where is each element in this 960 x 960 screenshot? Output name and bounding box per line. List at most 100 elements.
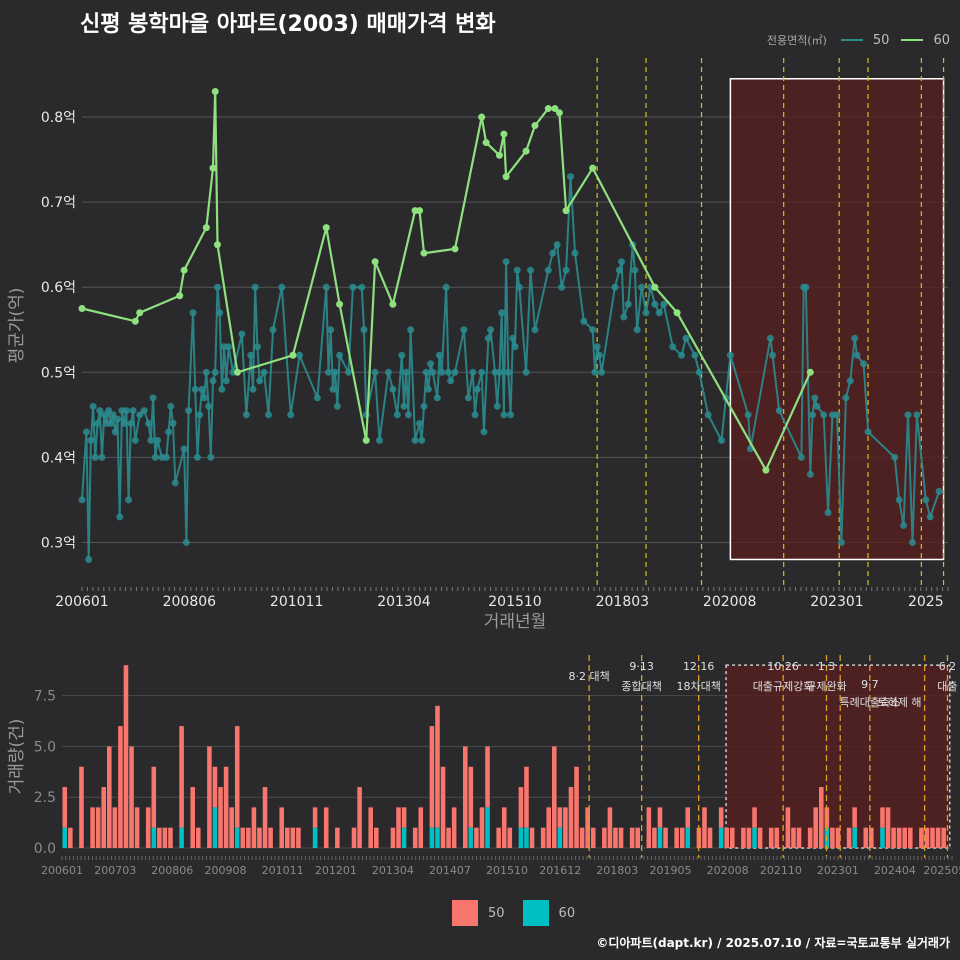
- point-50: [398, 351, 406, 359]
- point-60: [478, 113, 486, 121]
- point-50: [718, 436, 726, 444]
- point-50: [891, 453, 899, 461]
- annotation-text: 규제완화: [806, 680, 846, 693]
- point-50: [678, 351, 686, 359]
- bar-60: [468, 827, 474, 848]
- point-50: [122, 407, 130, 415]
- bar-50: [835, 827, 841, 848]
- point-50: [251, 283, 259, 291]
- bar-50: [791, 827, 796, 848]
- point-50: [511, 343, 519, 351]
- bar-50: [246, 827, 251, 848]
- bar-50: [746, 827, 752, 848]
- bar-60: [752, 827, 757, 848]
- point-50: [860, 360, 868, 368]
- point-50: [411, 436, 419, 444]
- legend-bottom: 50 60: [452, 900, 593, 926]
- bar-50: [524, 766, 529, 828]
- bar-50: [390, 827, 396, 848]
- bar-60: [718, 827, 724, 848]
- bar-y-axis-title: 거래량(건): [7, 719, 27, 795]
- point-50: [895, 496, 903, 504]
- point-50: [424, 385, 432, 393]
- bar-50: [440, 766, 446, 848]
- point-50: [487, 326, 495, 334]
- point-60: [544, 105, 552, 113]
- bar-60: [151, 827, 157, 848]
- point-50: [407, 326, 415, 334]
- bar-50: [196, 827, 201, 848]
- bar-50: [635, 827, 640, 848]
- bar-50: [852, 807, 857, 828]
- bar-50: [68, 827, 73, 848]
- point-50: [329, 385, 337, 393]
- bar-60: [435, 827, 440, 848]
- bar-50: [607, 807, 613, 848]
- bar-50: [846, 827, 852, 848]
- bar-50: [902, 827, 907, 848]
- bar-x-tick-label: 201407: [429, 864, 471, 877]
- point-50: [200, 394, 208, 402]
- bar-50: [145, 807, 151, 848]
- point-50: [427, 360, 435, 368]
- point-60: [136, 309, 144, 317]
- annotation-date: 9·7: [861, 678, 879, 691]
- bar-50: [207, 746, 212, 848]
- bar-highlight-region: [725, 664, 951, 849]
- bar-50: [507, 827, 513, 848]
- bar-50: [590, 827, 596, 848]
- point-50: [726, 351, 734, 359]
- legend-swatch-50: [840, 39, 863, 41]
- point-50: [207, 453, 215, 461]
- point-50: [105, 407, 113, 415]
- bar-60: [62, 827, 68, 848]
- point-50: [618, 258, 626, 266]
- point-50: [109, 411, 117, 419]
- bar-50: [757, 827, 763, 848]
- point-50: [247, 351, 255, 359]
- bar-60: [234, 827, 240, 848]
- point-60: [78, 304, 86, 312]
- point-50: [433, 394, 441, 402]
- point-50: [598, 368, 606, 376]
- point-50: [591, 368, 599, 376]
- bar-50: [941, 827, 946, 848]
- point-50: [691, 351, 699, 359]
- point-50: [209, 377, 217, 385]
- bar-50: [357, 787, 362, 848]
- point-50: [253, 343, 261, 351]
- bar-50: [463, 746, 468, 848]
- x-tick-label: 201510: [488, 594, 541, 610]
- bar-50: [574, 766, 579, 848]
- bar-50: [563, 807, 568, 848]
- annotation-text: 대출: [937, 680, 957, 693]
- point-50: [213, 283, 221, 291]
- point-50: [935, 487, 943, 495]
- bar-50: [62, 787, 68, 828]
- point-50: [660, 300, 668, 308]
- bar-50: [229, 807, 234, 848]
- bar-50: [112, 807, 118, 848]
- point-60: [233, 368, 241, 376]
- point-50: [182, 538, 190, 546]
- point-60: [213, 241, 221, 249]
- legend-swatch-60: [901, 39, 924, 41]
- bar-50: [730, 827, 735, 848]
- bar-50: [479, 807, 485, 848]
- bar-50: [118, 726, 123, 848]
- point-60: [362, 436, 370, 444]
- point-50: [611, 283, 619, 291]
- bar-y-tick-label: 5.0: [34, 739, 56, 755]
- bar-x-tick-label: 200703: [94, 864, 136, 877]
- y-tick-label: 0.6억: [41, 280, 76, 296]
- bar-50: [468, 766, 474, 828]
- bar-50: [285, 827, 290, 848]
- bar-50: [652, 827, 657, 848]
- point-50: [125, 496, 133, 504]
- bar-50: [251, 807, 257, 848]
- point-50: [344, 368, 352, 376]
- bar-50: [830, 827, 835, 848]
- point-60: [562, 207, 570, 215]
- bar-50: [863, 827, 869, 848]
